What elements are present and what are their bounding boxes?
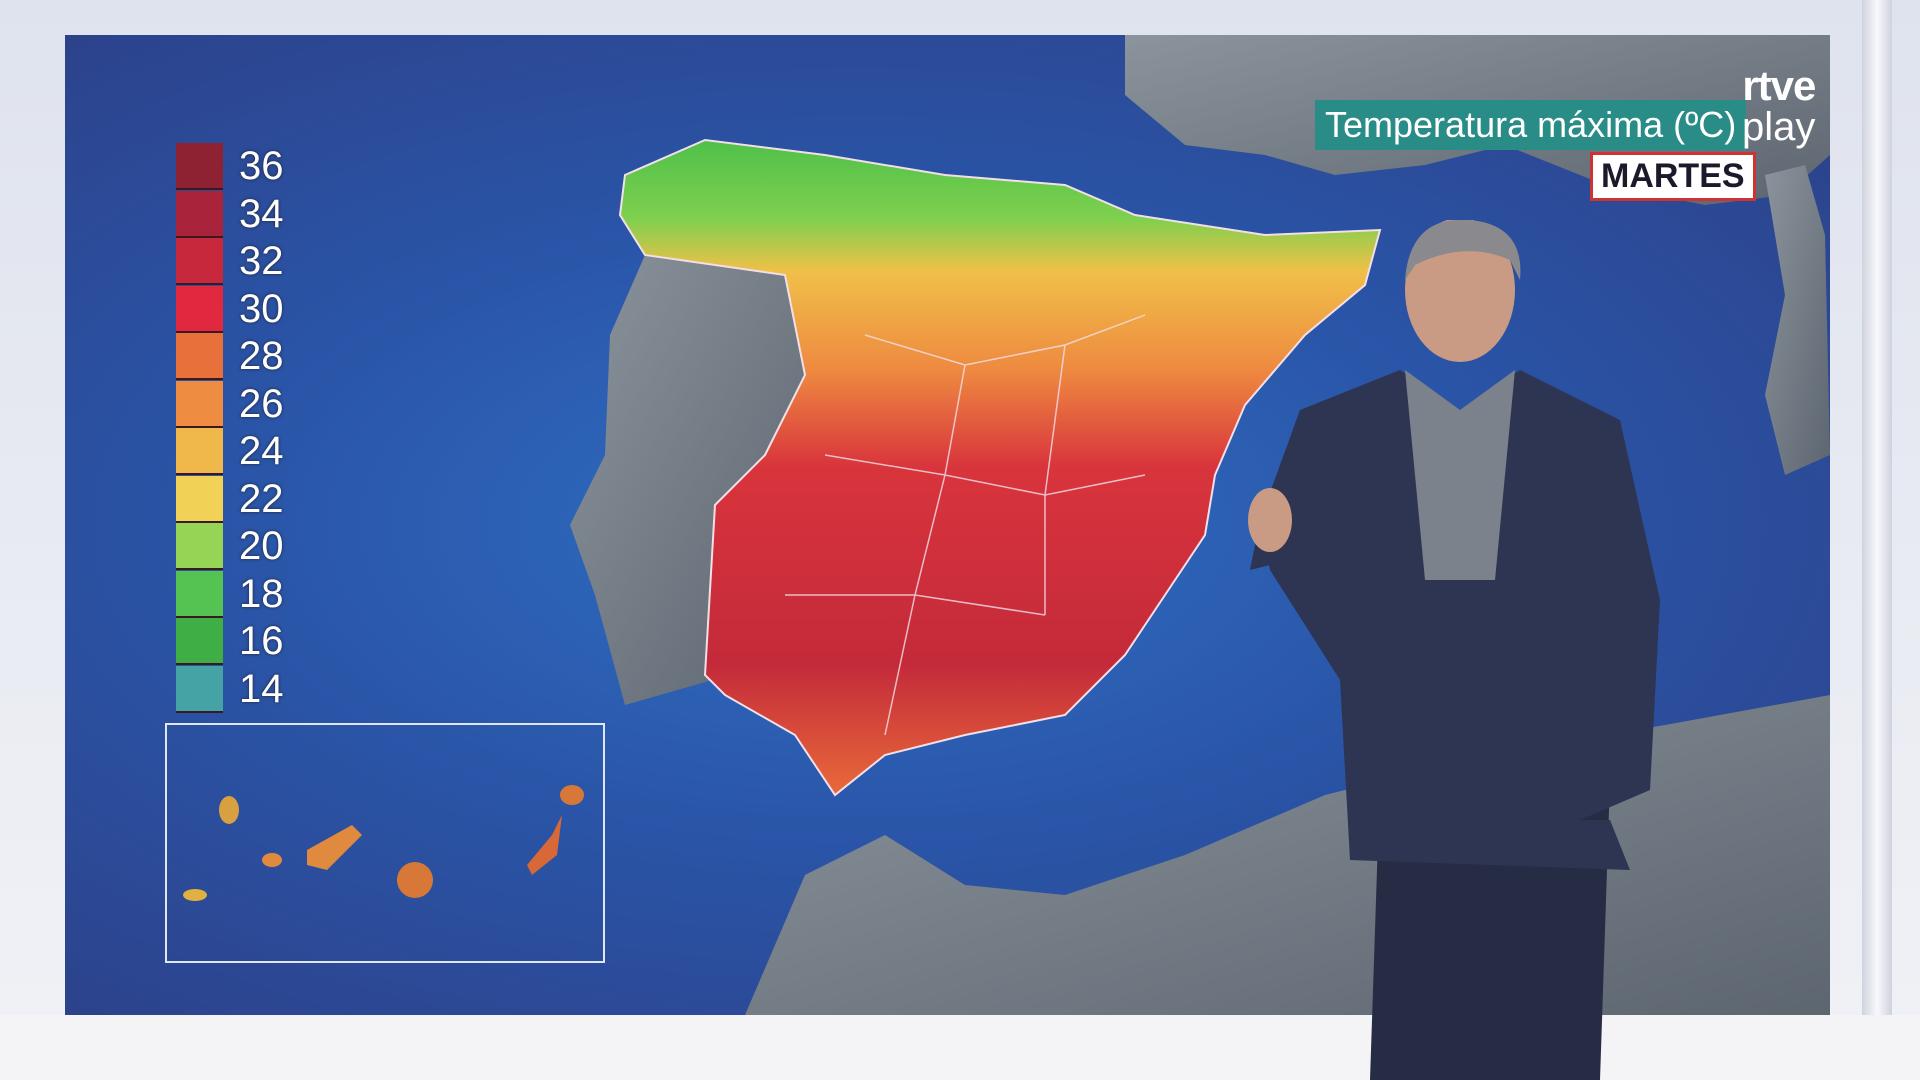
legend-swatch xyxy=(176,665,223,713)
day-label: MARTES xyxy=(1590,152,1756,201)
legend-swatch xyxy=(176,190,223,238)
legend-label: 32 xyxy=(239,239,284,284)
logo-rtve: rtve xyxy=(1742,62,1816,109)
canary-islands-map xyxy=(183,785,584,901)
legend-swatch xyxy=(176,475,223,523)
legend-label: 28 xyxy=(239,334,284,379)
map-title: Temperatura máxima (ºC) xyxy=(1315,100,1747,150)
legend-item: 30 xyxy=(176,285,284,334)
legend-label: 20 xyxy=(239,524,284,569)
legend-swatch xyxy=(176,333,223,381)
presenter-hair xyxy=(1405,220,1521,280)
legend-item: 24 xyxy=(176,428,284,476)
legend-swatch xyxy=(176,380,223,428)
legend-item: 32 xyxy=(176,238,284,286)
canary-islands-inset xyxy=(165,723,605,963)
legend-item: 14 xyxy=(176,665,284,714)
presenter-shirt xyxy=(1405,370,1515,580)
spain-landmass xyxy=(618,138,1382,797)
corsica-sardinia xyxy=(1765,165,1830,475)
legend-label: 24 xyxy=(239,429,284,474)
legend-item: 26 xyxy=(176,380,284,429)
rtve-play-logo: rtve play xyxy=(1742,62,1816,149)
legend-item: 28 xyxy=(176,333,284,381)
legend-label: 22 xyxy=(239,476,284,521)
legend-label: 34 xyxy=(239,191,284,236)
legend-swatch xyxy=(176,618,223,666)
presenter-jacket xyxy=(1260,370,1660,870)
legend-swatch xyxy=(176,285,223,333)
legend-item: 36 xyxy=(176,143,284,191)
presenter xyxy=(1248,220,1660,1080)
legend-swatch xyxy=(176,570,223,618)
legend-label: 14 xyxy=(239,666,284,711)
legend-swatch xyxy=(176,238,223,286)
legend-item: 22 xyxy=(176,475,284,524)
legend-label: 26 xyxy=(239,381,284,426)
legend-item: 16 xyxy=(176,618,284,666)
presenter-hand xyxy=(1248,488,1292,552)
legend-swatch xyxy=(176,523,223,571)
legend-swatch xyxy=(176,143,223,191)
legend-label: 18 xyxy=(239,571,284,616)
legend-item: 18 xyxy=(176,570,284,619)
portugal-landmass xyxy=(570,255,805,705)
legend-label: 16 xyxy=(239,619,284,664)
legend-item: 20 xyxy=(176,523,284,571)
legend-swatch xyxy=(176,428,223,476)
legend-label: 36 xyxy=(239,144,284,189)
logo-play: play xyxy=(1742,105,1816,149)
studio-pillar xyxy=(1862,0,1892,1015)
legend-label: 30 xyxy=(239,286,284,331)
legend-item: 34 xyxy=(176,190,284,239)
temperature-legend: 36 34 32 30 28 26 24 22 20 18 16 14 xyxy=(176,143,284,713)
region-borders xyxy=(785,314,1146,736)
